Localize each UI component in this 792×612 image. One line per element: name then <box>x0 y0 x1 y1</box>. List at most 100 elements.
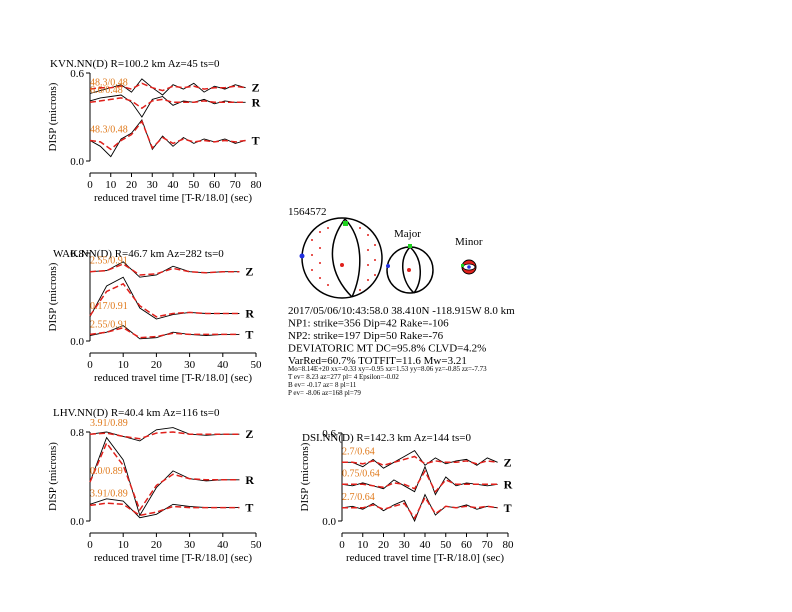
y-tick-label: 0.8 <box>70 248 84 260</box>
x-tick-label: 0 <box>87 359 93 371</box>
t-axis <box>461 264 464 267</box>
synthetic-trace <box>89 119 246 151</box>
x-tick-label: 10 <box>357 539 369 551</box>
waveform-panel: DSI.NN(D) R=142.3 km Az=144 ts=0 0.0 0.6 0 1… <box>299 428 514 564</box>
synthetic-trace <box>89 97 246 110</box>
observed-trace <box>89 78 246 96</box>
t-axis <box>343 221 348 226</box>
x-tick-label: 70 <box>482 539 494 551</box>
y-tick-label: 0.6 <box>70 68 84 80</box>
polarity-dots <box>311 227 376 291</box>
x-tick-label: 60 <box>461 539 473 551</box>
mechanism-line: DEVIATORIC MT DC=95.8% CLVD=4.2% <box>288 343 486 355</box>
x-tick-label: 20 <box>126 179 138 191</box>
y-axis-label: DISP (microns) <box>47 262 59 331</box>
trace-label: T <box>245 501 253 515</box>
y-tick-label: 0.0 <box>70 336 84 348</box>
x-tick-label: 20 <box>378 539 390 551</box>
trace-annotation: 3.91/0.89 <box>90 418 128 429</box>
x-tick-label: 70 <box>230 179 242 191</box>
p-axis <box>386 264 390 268</box>
mechanism-detail: B ev= -0.17 az= 8 pl=11 <box>288 381 357 389</box>
x-tick-label: 60 <box>209 179 221 191</box>
x-tick-label: 30 <box>184 539 196 551</box>
y-tick-label: 0.6 <box>322 428 336 440</box>
major-label: Major <box>394 228 421 240</box>
x-tick-label: 20 <box>151 539 163 551</box>
trace-label: Z <box>245 265 253 279</box>
synthetic-trace <box>89 326 240 339</box>
synthetic-trace <box>89 431 240 440</box>
trace-annotation: 48.3/0.48 <box>90 124 128 135</box>
x-axis-label: reduced travel time [T-R/18.0] (sec) <box>94 552 252 564</box>
trace-label: Z <box>252 81 260 95</box>
nodal-line <box>402 246 415 294</box>
observed-trace <box>89 276 240 320</box>
trace-label: T <box>252 133 260 147</box>
panel-title: KVN.NN(D) R=100.2 km Az=45 ts=0 <box>50 58 220 70</box>
panel-title: DSI.NN(D) R=142.3 km Az=144 ts=0 <box>302 432 471 444</box>
trace-annotation: 6.6/0.48 <box>90 85 123 96</box>
synthetic-trace <box>89 263 240 276</box>
nodal-line <box>344 218 361 298</box>
p-axis <box>467 265 471 269</box>
x-tick-label: 30 <box>184 359 196 371</box>
trace-label: T <box>504 501 512 515</box>
trace-annotation: 2.7/0.64 <box>342 446 375 457</box>
trace-annotation: 2.55/0.91 <box>90 320 128 331</box>
nodal-line <box>409 246 421 294</box>
synthetic-trace <box>342 469 498 494</box>
synthetic-trace <box>89 502 240 517</box>
trace-annotation: 0.0/0.89 <box>90 466 123 477</box>
x-tick-label: 80 <box>251 179 263 191</box>
waveform-panel: LHV.NN(D) R=40.4 km Az=116 ts=0 0.0 0.8 0 10… <box>47 407 262 564</box>
mechanism-line: NP1: strike=356 Dip=42 Rake=-106 <box>288 318 449 330</box>
mechanism-detail: Mo=8.14E+20 xx=-0.33 xy=-0.95 xz=1.53 yy… <box>288 365 487 373</box>
synthetic-trace <box>89 82 246 92</box>
x-tick-label: 50 <box>440 539 452 551</box>
mechanism: 1564572 Major Minor <box>288 206 483 299</box>
x-tick-label: 50 <box>251 359 263 371</box>
trace-annotation: 0.17/0.91 <box>90 301 128 312</box>
x-axis-label: reduced travel time [T-R/18.0] (sec) <box>94 192 252 204</box>
synthetic-trace <box>89 441 240 512</box>
panel-title: WAK.NN(D) R=46.7 km Az=282 ts=0 <box>53 248 224 260</box>
nodal-line <box>331 218 353 298</box>
x-tick-label: 40 <box>217 539 229 551</box>
minor-label: Minor <box>455 236 483 248</box>
trace-annotation: 3.91/0.89 <box>90 488 128 499</box>
t-axis <box>408 244 412 248</box>
trace-label: T <box>245 327 253 341</box>
y-axis-label: DISP (microns) <box>47 82 59 151</box>
x-axis-label: reduced travel time [T-R/18.0] (sec) <box>346 552 504 564</box>
trace-label: R <box>245 473 254 487</box>
x-tick-label: 30 <box>147 179 159 191</box>
trace-annotation: 2.55/0.91 <box>90 256 128 267</box>
center-dot <box>407 268 411 272</box>
y-axis-label: DISP (microns) <box>47 442 59 511</box>
x-tick-label: 20 <box>151 359 163 371</box>
x-tick-label: 50 <box>188 179 200 191</box>
trace-label: R <box>504 477 513 491</box>
synthetic-trace <box>342 495 498 520</box>
synthetic-trace <box>342 455 498 467</box>
event-id: 1564572 <box>288 206 327 218</box>
mechanism-line: 2017/05/06/10:43:58.0 38.410N -118.915W … <box>288 305 515 317</box>
mechanism-line: VarRed=60.7% TOTFIT=11.6 Mw=3.21 <box>288 355 467 367</box>
mechanism-line: NP2: strike=197 Dip=50 Rake=-76 <box>288 330 444 342</box>
x-tick-label: 80 <box>503 539 515 551</box>
trace-label: R <box>252 95 261 109</box>
trace-annotation: 48.3/0.48 <box>90 78 128 89</box>
x-tick-label: 10 <box>118 539 130 551</box>
x-tick-label: 30 <box>399 539 411 551</box>
x-tick-label: 40 <box>217 359 229 371</box>
y-tick-label: 0.8 <box>70 427 84 439</box>
trace-annotation: 2.7/0.64 <box>342 492 375 503</box>
x-tick-label: 40 <box>168 179 180 191</box>
y-tick-label: 0.0 <box>70 156 84 168</box>
mechanism-detail: P ev= -8.06 az=168 pl=79 <box>288 389 361 397</box>
mechanism-detail: T ev= 8.23 az=277 pl= 4 Epsilon=-0.02 <box>288 373 399 381</box>
x-tick-label: 10 <box>118 359 130 371</box>
x-tick-label: 10 <box>105 179 117 191</box>
trace-label: Z <box>504 455 512 469</box>
